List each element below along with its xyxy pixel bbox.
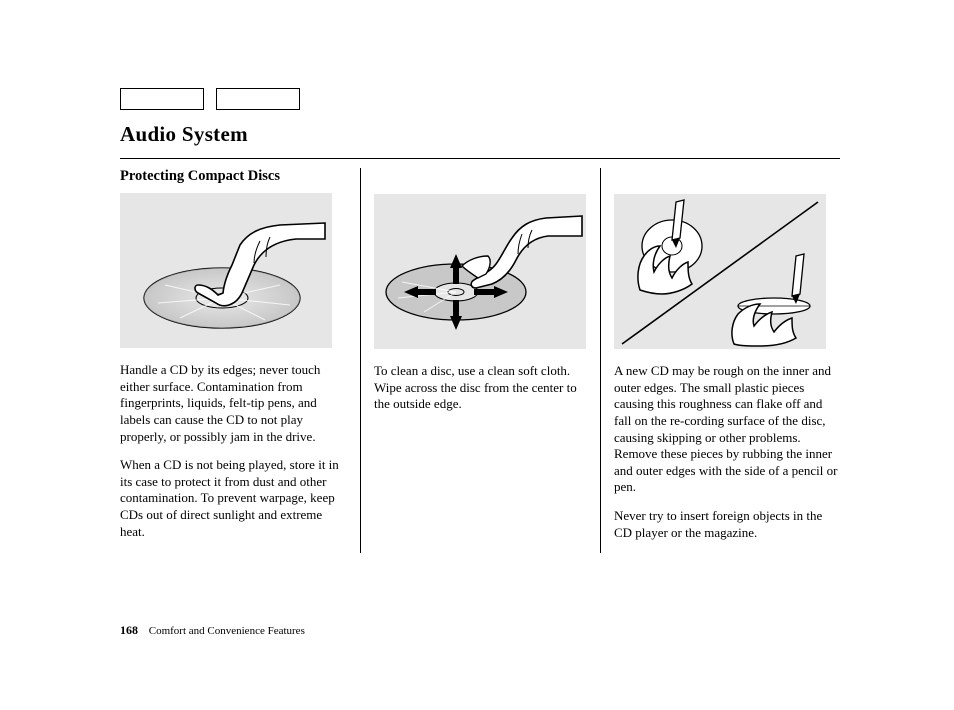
col2-para1: To clean a disc, use a clean soft cloth.… xyxy=(374,363,586,413)
header-tab-2 xyxy=(216,88,300,110)
content-columns: Protecting Compact Discs xyxy=(120,168,840,553)
col1-para1: Handle a CD by its edges; never touch ei… xyxy=(120,362,346,445)
manual-page: Audio System Protecting Compact Discs xyxy=(0,0,954,710)
col3-para2: Never try to insert foreign objects in t… xyxy=(614,508,840,541)
page-title: Audio System xyxy=(120,122,248,147)
col3-para1: A new CD may be rough on the inner and o… xyxy=(614,363,840,496)
illustration-handle-cd xyxy=(120,193,332,348)
col2-spacer xyxy=(374,168,586,194)
header-tab-1 xyxy=(120,88,204,110)
cd-clean-icon xyxy=(374,194,586,349)
col3-spacer xyxy=(614,168,840,194)
cd-handle-icon xyxy=(120,193,332,348)
illustration-clean-cd xyxy=(374,194,586,349)
subhead-protecting-discs: Protecting Compact Discs xyxy=(120,168,346,185)
header-tabs xyxy=(120,88,300,110)
cd-edge-icon xyxy=(614,194,826,349)
title-rule xyxy=(120,158,840,159)
column-3: A new CD may be rough on the inner and o… xyxy=(600,168,840,553)
illustration-smooth-edges xyxy=(614,194,826,349)
page-number: 168 xyxy=(120,623,138,637)
col1-para2: When a CD is not being played, store it … xyxy=(120,457,346,540)
page-footer: 168 Comfort and Convenience Features xyxy=(120,623,305,638)
column-2: To clean a disc, use a clean soft cloth.… xyxy=(360,168,600,553)
footer-section-name: Comfort and Convenience Features xyxy=(149,625,305,637)
column-1: Protecting Compact Discs xyxy=(120,168,360,553)
